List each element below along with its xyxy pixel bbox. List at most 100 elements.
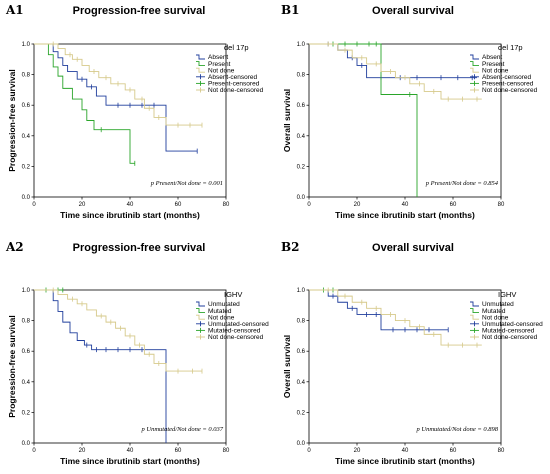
y-axis-title: Progression-free survival — [7, 315, 17, 418]
legend-entry: Mutated — [470, 308, 506, 315]
x-tick-label: 40 — [127, 202, 134, 208]
y-tick-label: 0.0 — [297, 441, 306, 447]
x-tick-label: 40 — [402, 202, 409, 208]
chart-panel-b2: B2 Overall survival 0.0 0.2 0.4 0.6 0.8 1.0 0 20 4… — [281, 240, 543, 466]
legend-label: Absent-censored — [482, 74, 532, 81]
legend-swatch-line — [470, 67, 479, 73]
y-tick-label: 1.0 — [297, 42, 306, 48]
legend-swatch-line — [196, 54, 205, 60]
legend-entry: Present — [470, 61, 505, 68]
p-value-annotation: p Present/Not done = 0.854 — [425, 180, 499, 187]
p-value-annotation: p Unmutated/Not done = 0.898 — [416, 426, 499, 433]
km-curve-not-done — [34, 43, 202, 126]
x-axis-title: Time since ibrutinib start (months) — [335, 210, 475, 220]
panel-label: B2 — [281, 240, 300, 254]
panel-label: A1 — [5, 3, 24, 17]
chart-panel-b1: B1 Overall survival 0.0 0.2 0.4 0.6 0.8 1.0 0 20 4… — [281, 3, 538, 220]
x-tick-label: 40 — [402, 448, 409, 454]
y-tick-label: 0.2 — [297, 410, 306, 416]
legend-swatch-line — [470, 314, 479, 320]
legend-entry: Unmutated — [196, 301, 240, 308]
x-tick-label: 20 — [79, 202, 86, 208]
y-tick-label: 0.0 — [297, 195, 306, 201]
y-tick-label: 0.6 — [22, 349, 31, 355]
x-tick-label: 0 — [307, 448, 311, 454]
plot-frame — [308, 43, 502, 198]
legend-title: IGHV — [498, 290, 516, 299]
y-axis-title: Progression-free survival — [7, 69, 17, 172]
legend-entry: Absent — [196, 54, 228, 61]
x-axis-title: Time since ibrutinib start (months) — [335, 456, 475, 466]
x-tick-label: 0 — [32, 448, 36, 454]
legend-entry: Not done-censored — [470, 87, 538, 94]
y-tick-label: 0.4 — [22, 380, 31, 386]
legend-title: IGHV — [224, 290, 242, 299]
chart-title: Progression-free survival — [73, 242, 206, 254]
p-value-annotation: p Unmutated/Not done = 0.037 — [141, 426, 224, 433]
legend-entry: Not done-censored — [196, 87, 264, 94]
legend-entry: Unmutated — [470, 301, 514, 308]
legend-label: Present — [482, 61, 505, 68]
plot-frame — [33, 43, 227, 198]
legend-entry: Not done-censored — [470, 334, 538, 341]
y-tick-label: 0.6 — [297, 103, 306, 109]
x-tick-label: 80 — [223, 202, 230, 208]
chart-title: Overall survival — [372, 242, 454, 254]
x-tick-label: 80 — [498, 448, 505, 454]
y-tick-label: 0.4 — [297, 134, 306, 140]
legend-label: Mutated-censored — [208, 328, 261, 335]
y-tick-label: 0.2 — [22, 164, 31, 170]
legend-entry: Present — [196, 61, 231, 68]
km-curve-not-done — [34, 289, 202, 372]
x-tick-label: 0 — [307, 202, 311, 208]
chart-title: Overall survival — [372, 5, 454, 17]
legend-entry: Unmutated-censored — [470, 321, 543, 328]
x-axis-title: Time since ibrutinib start (months) — [60, 210, 200, 220]
y-tick-label: 0.2 — [22, 410, 31, 416]
y-tick-label: 1.0 — [297, 288, 306, 294]
legend-label: Not done-censored — [482, 334, 538, 341]
legend-title: del 17p — [224, 43, 249, 52]
x-tick-label: 20 — [354, 448, 361, 454]
legend-label: Present-censored — [482, 81, 534, 88]
y-tick-label: 0.8 — [297, 73, 306, 79]
x-tick-label: 20 — [79, 448, 86, 454]
legend-swatch-line — [470, 308, 479, 314]
legend-label: Not done — [208, 314, 235, 321]
legend-label: Unmutated-censored — [482, 321, 543, 328]
legend-title: del 17p — [498, 43, 523, 52]
x-axis-title: Time since ibrutinib start (months) — [60, 456, 200, 466]
legend-label: Not done — [482, 67, 509, 74]
legend-label: Absent — [208, 54, 228, 61]
km-curve-absent — [309, 43, 477, 79]
legend-label: Not done-censored — [208, 87, 264, 94]
y-tick-label: 0.8 — [22, 319, 31, 325]
legend-label: Present — [208, 61, 231, 68]
legend-entry: Present-censored — [196, 81, 260, 88]
km-curve-absent — [34, 43, 198, 152]
legend-swatch-line — [196, 301, 205, 307]
km-curve-unmutated — [34, 289, 167, 443]
legend-entry: Not done — [196, 67, 235, 74]
km-curve-unmutated — [309, 289, 449, 331]
y-tick-label: 0.2 — [297, 164, 306, 170]
legend-entry: Mutated-censored — [470, 328, 535, 335]
y-tick-label: 1.0 — [22, 288, 31, 294]
x-tick-label: 60 — [175, 448, 182, 454]
legend-label: Mutated — [482, 308, 506, 315]
chart-panel-a1: A1 Progression-free survival 0.0 0.2 0.4 0.6 0… — [5, 3, 264, 220]
y-axis-title: Overall survival — [282, 335, 292, 398]
legend-label: Absent-censored — [208, 74, 258, 81]
legend-swatch-line — [196, 61, 205, 67]
x-tick-label: 80 — [498, 202, 505, 208]
chart-title: Progression-free survival — [73, 5, 206, 17]
legend-swatch-line — [470, 301, 479, 307]
legend-label: Not done-censored — [208, 334, 264, 341]
panel-label: A2 — [5, 240, 24, 254]
x-tick-label: 60 — [450, 202, 457, 208]
legend-entry: Mutated-censored — [196, 328, 261, 335]
y-tick-label: 0.8 — [297, 319, 306, 325]
km-curve-not-done — [309, 43, 482, 100]
x-tick-label: 0 — [32, 202, 36, 208]
legend-entry: Not done — [196, 314, 235, 321]
